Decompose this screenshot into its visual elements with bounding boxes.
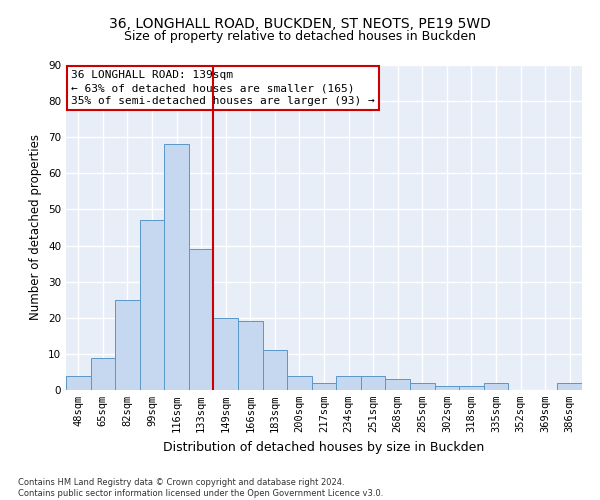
Bar [336,376,361,390]
Bar [164,144,189,390]
Text: 36 LONGHALL ROAD: 139sqm
← 63% of detached houses are smaller (165)
35% of semi-: 36 LONGHALL ROAD: 139sqm ← 63% of detach… [71,70,375,106]
Bar [238,322,263,390]
Bar [434,386,459,390]
Y-axis label: Number of detached properties: Number of detached properties [29,134,43,320]
Text: 36, LONGHALL ROAD, BUCKDEN, ST NEOTS, PE19 5WD: 36, LONGHALL ROAD, BUCKDEN, ST NEOTS, PE… [109,18,491,32]
Bar [214,318,238,390]
Bar [557,383,582,390]
Bar [410,383,434,390]
Bar [287,376,312,390]
X-axis label: Distribution of detached houses by size in Buckden: Distribution of detached houses by size … [163,440,485,454]
Bar [140,220,164,390]
Bar [459,386,484,390]
Bar [263,350,287,390]
Bar [484,383,508,390]
Bar [189,249,214,390]
Bar [66,376,91,390]
Bar [312,383,336,390]
Bar [91,358,115,390]
Bar [115,300,140,390]
Text: Contains HM Land Registry data © Crown copyright and database right 2024.
Contai: Contains HM Land Registry data © Crown c… [18,478,383,498]
Bar [385,379,410,390]
Bar [361,376,385,390]
Text: Size of property relative to detached houses in Buckden: Size of property relative to detached ho… [124,30,476,43]
